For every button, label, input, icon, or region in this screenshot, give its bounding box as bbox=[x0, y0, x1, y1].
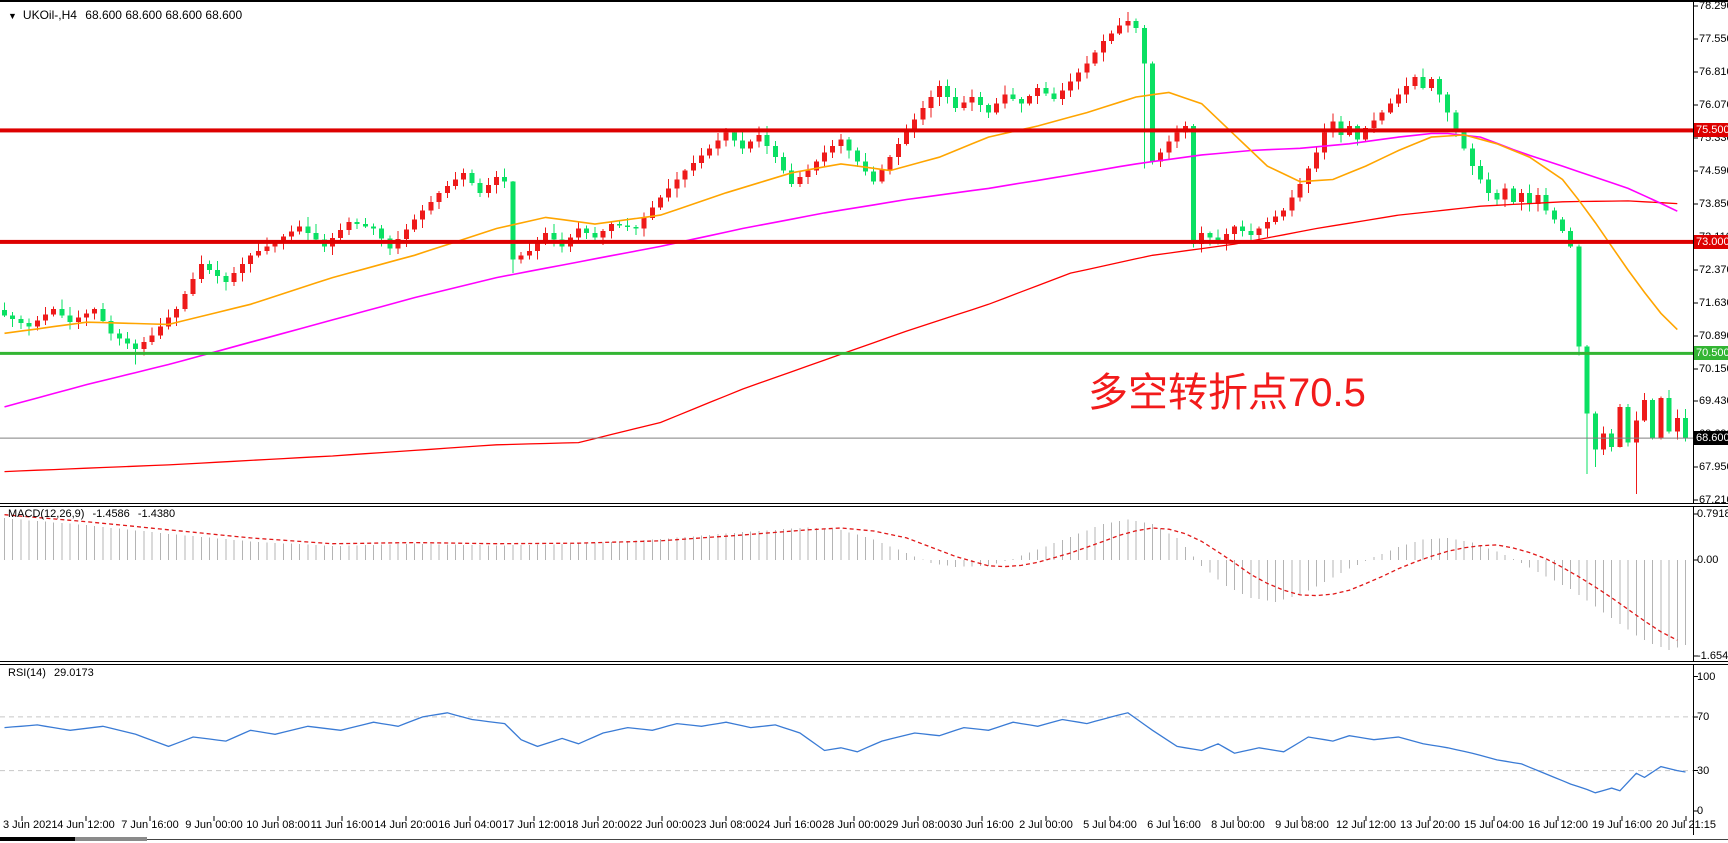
time-axis-label: 11 Jun 16:00 bbox=[310, 819, 374, 831]
time-axis-label: 2 Jul 00:00 bbox=[1019, 819, 1073, 831]
window-top-border bbox=[0, 0, 1728, 2]
rsi-axis-label: 0 bbox=[1697, 805, 1704, 817]
time-axis-label: 9 Jul 08:00 bbox=[1275, 819, 1329, 831]
time-axis-label: 12 Jul 12:00 bbox=[1336, 819, 1396, 831]
time-axis-label: 22 Jun 00:00 bbox=[630, 819, 694, 831]
quote-close: 68.600 bbox=[205, 8, 243, 22]
macd-main-value: -1.4586 bbox=[92, 508, 130, 520]
quote-high: 68.600 bbox=[125, 8, 163, 22]
price-badge-73.000: 73.000 bbox=[1694, 234, 1728, 249]
main-chart-panel[interactable] bbox=[0, 11, 1693, 494]
macd-indicator-label: MACD(12,26,9) -1.4586 -1.4380 bbox=[8, 508, 175, 520]
macd-axis-label: 0.7918 bbox=[1697, 507, 1728, 520]
horizontal-scrollbar-track[interactable] bbox=[0, 839, 1728, 840]
hline-resistance-75.5[interactable] bbox=[0, 128, 1693, 133]
horizontal-scrollbar-thumb-secondary[interactable] bbox=[75, 837, 147, 841]
price-badge-75.500: 75.500 bbox=[1694, 123, 1728, 138]
time-axis-label: 17 Jun 12:00 bbox=[502, 819, 566, 831]
time-axis-label: 6 Jul 16:00 bbox=[1147, 819, 1201, 831]
price-axis-label: 73.850 bbox=[1699, 197, 1728, 210]
price-axis-label: 77.550 bbox=[1699, 32, 1728, 45]
rsi-value: 29.0173 bbox=[53, 667, 94, 679]
expand-quote-icon[interactable]: ▼ bbox=[8, 11, 17, 21]
time-axis-label: 7 Jun 16:00 bbox=[121, 819, 179, 831]
rsi-axis-label: 70 bbox=[1697, 710, 1710, 723]
price-axis-label: 69.430 bbox=[1699, 395, 1728, 408]
price-axis-label: 76.070 bbox=[1699, 98, 1728, 111]
time-axis-label: 30 Jun 16:00 bbox=[950, 819, 1014, 831]
rsi-axis-label: 30 bbox=[1697, 764, 1710, 777]
symbol-timeframe-label: UKOil-,H4 bbox=[22, 8, 77, 22]
time-axis-label: 20 Jul 21:15 bbox=[1656, 819, 1716, 831]
time-axis-label: 13 Jul 20:00 bbox=[1400, 819, 1460, 831]
rsi-indicator-label: RSI(14) 29.0173 bbox=[8, 667, 94, 679]
time-axis-label: 19 Jul 16:00 bbox=[1592, 819, 1652, 831]
quote-bar: ▼ UKOil-,H4 68.600 68.600 68.600 68.600 bbox=[8, 8, 242, 22]
macd-axis-label: -1.6549 bbox=[1697, 650, 1728, 663]
time-axis-label: 23 Jun 08:00 bbox=[694, 819, 758, 831]
macd-axis-label: 0.00 bbox=[1697, 554, 1719, 566]
hline-support-73.0[interactable] bbox=[0, 239, 1693, 244]
pivot-annotation-text: 多空转折点70.5 bbox=[1088, 371, 1366, 415]
time-axis-label: 14 Jun 20:00 bbox=[374, 819, 438, 831]
price-axis-label: 78.290 bbox=[1699, 0, 1728, 12]
price-axis-label: 72.370 bbox=[1699, 263, 1728, 276]
time-axis-label: 24 Jun 16:00 bbox=[758, 819, 822, 831]
time-axis-label: 5 Jul 04:00 bbox=[1083, 819, 1137, 831]
price-axis-line bbox=[1693, 0, 1694, 835]
main-macd-separator[interactable] bbox=[0, 503, 1728, 507]
rsi-name: RSI(14) bbox=[8, 667, 46, 679]
macd-name: MACD(12,26,9) bbox=[8, 508, 85, 520]
price-axis-label: 67.210 bbox=[1699, 494, 1728, 507]
time-axis-label: 9 Jun 00:00 bbox=[185, 819, 243, 831]
macd-panel[interactable] bbox=[4, 514, 1686, 651]
quote-open: 68.600 bbox=[85, 8, 122, 22]
time-axis-label: 4 Jun 12:00 bbox=[57, 819, 115, 831]
price-badge-70.500: 70.500 bbox=[1694, 346, 1728, 361]
quote-low: 68.600 bbox=[165, 8, 203, 22]
hline-pivot-70.5[interactable] bbox=[0, 351, 1693, 355]
hline-current-price-68.6[interactable] bbox=[0, 437, 1693, 439]
time-axis-label: 10 Jun 08:00 bbox=[246, 819, 310, 831]
time-axis-label: 29 Jun 08:00 bbox=[886, 819, 950, 831]
time-axis-label: 15 Jul 04:00 bbox=[1464, 819, 1524, 831]
time-axis-label: 8 Jul 00:00 bbox=[1211, 819, 1265, 831]
price-axis-label: 70.150 bbox=[1699, 362, 1728, 375]
price-badge-68.600: 68.600 bbox=[1694, 431, 1728, 446]
macd-rsi-separator[interactable] bbox=[0, 661, 1728, 665]
price-axis-label: 70.890 bbox=[1699, 329, 1728, 342]
time-axis-label: 3 Jun 2021 bbox=[3, 819, 58, 831]
time-axis-label: 18 Jun 20:00 bbox=[566, 819, 630, 831]
rsi-panel[interactable] bbox=[0, 712, 1693, 794]
price-axis-label: 76.810 bbox=[1699, 65, 1728, 78]
price-axis-label: 67.950 bbox=[1699, 461, 1728, 474]
price-axis-label: 71.630 bbox=[1699, 296, 1728, 309]
time-axis-label: 28 Jun 00:00 bbox=[822, 819, 886, 831]
macd-signal-value: -1.4380 bbox=[137, 508, 176, 520]
time-axis-label: 16 Jul 12:00 bbox=[1528, 819, 1588, 831]
horizontal-scrollbar-thumb[interactable] bbox=[0, 837, 75, 841]
price-axis-label: 74.590 bbox=[1699, 164, 1728, 177]
time-axis-label: 16 Jun 04:00 bbox=[438, 819, 502, 831]
rsi-axis-label: 100 bbox=[1697, 670, 1716, 683]
